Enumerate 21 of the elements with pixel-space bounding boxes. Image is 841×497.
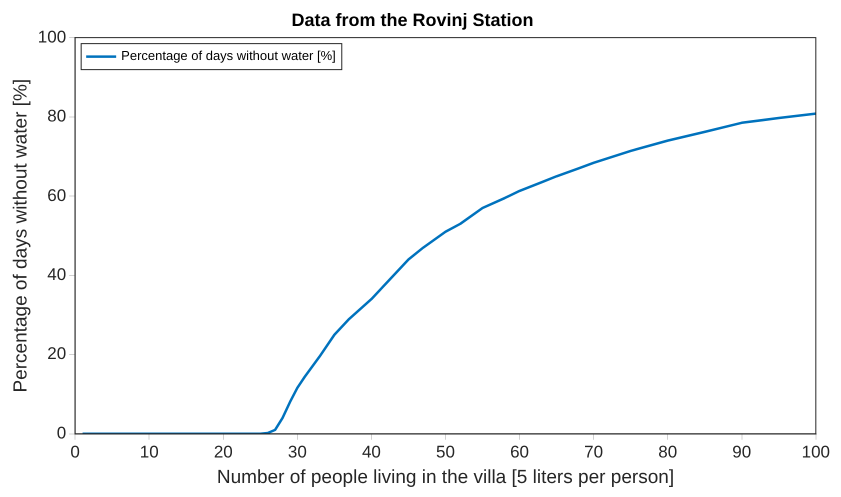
x-tick-label: 100 xyxy=(802,442,830,462)
legend-label: Percentage of days without water [%] xyxy=(121,48,336,64)
x-tick-label: 90 xyxy=(732,442,752,462)
x-tick-label: 0 xyxy=(70,442,80,462)
x-axis-title: Number of people living in the villa [5 liters per person] xyxy=(216,466,674,488)
x-tick-label: 20 xyxy=(214,442,233,462)
x-tick-label: 30 xyxy=(288,442,307,462)
x-tick-label: 10 xyxy=(140,442,159,462)
y-tick-label: 40 xyxy=(47,265,66,284)
y-tick-label: 20 xyxy=(47,344,66,364)
y-tick-label: 80 xyxy=(47,106,66,126)
x-tick-label: 70 xyxy=(584,442,604,462)
x-tick-label: 40 xyxy=(362,442,381,462)
y-tick-label: 0 xyxy=(56,423,66,442)
y-tick-label: 60 xyxy=(47,186,66,205)
x-tick-label: 80 xyxy=(658,442,678,462)
x-tick-label: 50 xyxy=(436,442,455,462)
chart-title: Data from the Rovinj Station xyxy=(291,10,534,30)
y-tick-label: 100 xyxy=(38,27,66,46)
y-axis-title: Percentage of days without water [%] xyxy=(10,78,32,393)
x-tick-label: 60 xyxy=(510,442,530,462)
